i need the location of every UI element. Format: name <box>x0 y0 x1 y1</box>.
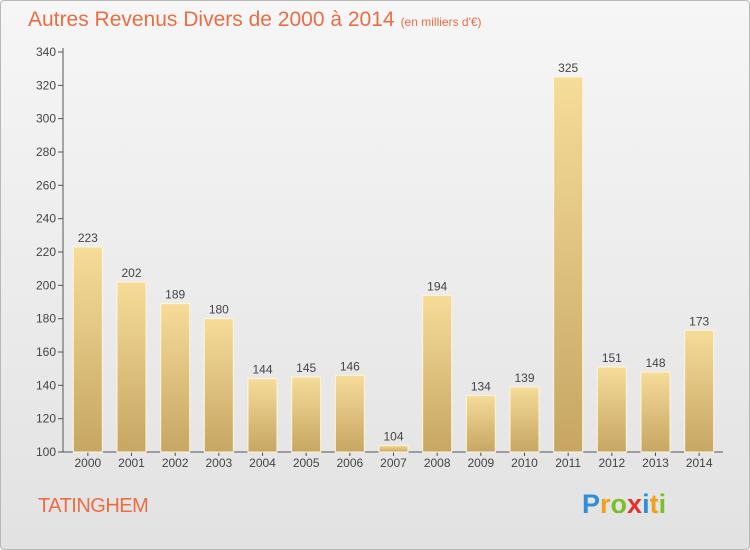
bar-2005 <box>291 376 322 453</box>
bar-2006 <box>334 374 365 453</box>
y-tick-label: 140 <box>36 378 56 392</box>
commune-name: TATINGHEM <box>38 495 149 517</box>
logo-letter: t <box>649 489 659 519</box>
y-tick-label: 320 <box>36 78 56 92</box>
x-tick-label: 2006 <box>336 456 363 470</box>
bar-value-label: 139 <box>514 371 534 385</box>
chart-title: Autres Revenus Divers de 2000 à 2014 (en … <box>28 8 482 32</box>
x-tick-label: 2011 <box>555 456 581 470</box>
y-tick-label: 260 <box>36 178 56 192</box>
bar-2001 <box>116 281 147 453</box>
bar-value-label: 189 <box>165 288 185 302</box>
logo-letter: r <box>600 489 611 519</box>
bar-2000 <box>72 246 103 453</box>
x-tick-label: 2004 <box>249 456 276 470</box>
y-tick-label: 280 <box>36 145 56 159</box>
x-tick-label: 2012 <box>598 456 625 470</box>
logo-letter: x <box>627 489 643 519</box>
y-tick-label: 160 <box>36 345 56 359</box>
y-tick-label: 120 <box>36 412 56 426</box>
bar-2012 <box>596 366 627 453</box>
bar-2010 <box>509 386 540 453</box>
bar-value-label: 148 <box>645 356 665 370</box>
y-tick-label: 220 <box>36 245 56 259</box>
bar-value-label: 145 <box>296 361 316 375</box>
bar-2011 <box>553 76 584 453</box>
bar-value-label: 144 <box>252 363 272 377</box>
bar-2009 <box>465 394 496 453</box>
chart-subtitle: (en milliers d'€) <box>400 15 482 29</box>
x-tick-label: 2009 <box>467 456 494 470</box>
bar-2014 <box>684 329 715 453</box>
x-tick-label: 2003 <box>205 456 232 470</box>
bar-2002 <box>160 303 191 453</box>
y-tick-label: 300 <box>36 112 56 126</box>
bars <box>72 76 715 453</box>
labels: 223 2000 202 2001 189 2002 180 2003 144 2004 145 20… <box>74 61 712 470</box>
bar-value-label: 146 <box>340 359 360 373</box>
x-tick-label: 2005 <box>293 456 320 470</box>
y-tick-label: 240 <box>36 212 56 226</box>
chart-title-text: Autres Revenus Divers de 2000 à 2014 <box>28 8 395 31</box>
logo-letter: o <box>610 489 628 519</box>
bar-2007 <box>378 444 409 453</box>
proxiti-logo[interactable]: Proxiti <box>582 489 666 520</box>
bar-2008 <box>422 294 453 453</box>
x-tick-label: 2001 <box>118 456 145 470</box>
y-tick-label: 180 <box>36 312 56 326</box>
x-tick-label: 2002 <box>162 456 189 470</box>
bar-value-label: 223 <box>78 231 98 245</box>
logo-letter: P <box>582 489 601 519</box>
x-tick-label: 2008 <box>424 456 451 470</box>
bar-value-label: 173 <box>689 314 709 328</box>
bar-value-label: 194 <box>427 279 447 293</box>
bar-2004 <box>247 378 278 453</box>
y-tick-label: 200 <box>36 278 56 292</box>
logo-letter: i <box>642 489 650 519</box>
x-tick-label: 2010 <box>511 456 538 470</box>
bar-value-label: 180 <box>209 303 229 317</box>
x-tick-label: 2007 <box>380 456 407 470</box>
bar-value-label: 151 <box>602 351 622 365</box>
x-tick-label: 2000 <box>74 456 101 470</box>
logo-letter: i <box>658 489 667 519</box>
x-tick-label: 2013 <box>642 456 669 470</box>
bar-value-label: 202 <box>121 266 141 280</box>
bar-2003 <box>203 318 234 453</box>
bar-2013 <box>640 371 671 453</box>
x-tick-label: 2014 <box>686 456 713 470</box>
bar-value-label: 325 <box>558 61 578 75</box>
y-tick-label: 100 <box>36 445 56 459</box>
y-tick-label: 340 <box>36 45 56 59</box>
bar-value-label: 104 <box>383 429 403 443</box>
bar-value-label: 134 <box>471 379 491 393</box>
